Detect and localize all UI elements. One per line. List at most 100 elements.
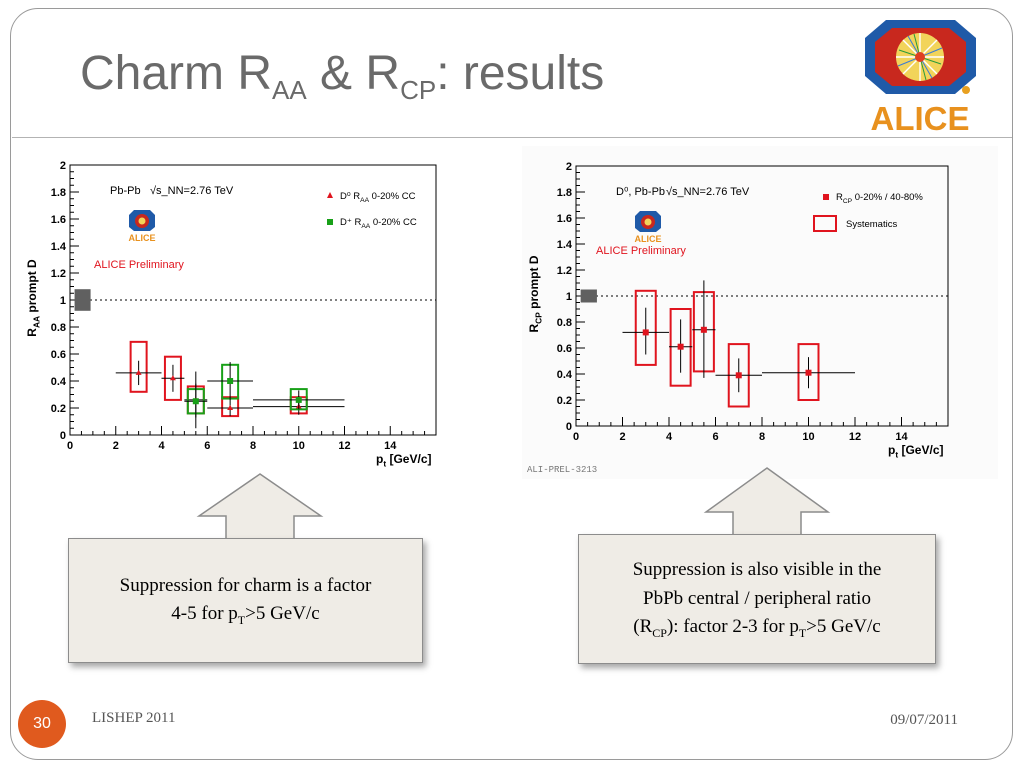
point-marker <box>169 375 176 381</box>
y-tick-label: 1.6 <box>51 214 66 226</box>
data-point-s2-1 <box>184 371 208 429</box>
y-tick-label: 2 <box>60 160 66 172</box>
rcp-plot-canvas: 0 0.2 0.4 0.6 0.8 1 1.2 1.4 1.6 1.8 2 0 2 4 6 8 10 12 14 RC… <box>527 161 949 460</box>
x-tick-label: 2 <box>113 440 119 452</box>
normalization-box <box>74 289 91 311</box>
mini-alice-logo-text: ALICE <box>635 234 662 244</box>
x-tick-label: 0 <box>573 431 579 443</box>
point-marker <box>295 396 302 403</box>
raa-plot-canvas: 0 0.2 0.4 0.6 0.8 1 1.2 1.4 1.6 1.8 2 0 2 4 6 8 10 12 14 RA… <box>25 160 437 468</box>
y-tick-label: 0 <box>566 421 572 433</box>
x-axis-title: pt [GeV/c] <box>888 443 944 460</box>
point-marker <box>677 343 684 350</box>
y-axis-title: RAA prompt D <box>25 259 42 337</box>
y-tick-label: 0.2 <box>557 395 572 407</box>
systematic-box <box>669 308 692 387</box>
raa-plot: 0 0.2 0.4 0.6 0.8 1 1.2 1.4 1.6 1.8 2 0 2 4 6 8 10 12 14 RA… <box>20 150 460 468</box>
data-point-s1-4 <box>207 396 253 418</box>
arrow-up-left <box>196 473 324 541</box>
systematic-box <box>797 343 820 402</box>
alice-logo: ALICE <box>858 18 983 137</box>
point-marker <box>805 369 812 376</box>
y-tick-label: 0.4 <box>51 376 67 388</box>
x-tick-label: 4 <box>158 440 165 452</box>
y-tick-label: 0.6 <box>557 343 572 355</box>
x-tick-label: 2 <box>619 431 625 443</box>
alice-logo-text: ALICE <box>871 100 970 134</box>
x-tick-label: 0 <box>67 440 73 452</box>
data-point-s1-3 <box>692 280 716 378</box>
callout-raa: Suppression for charm is a factor 4-5 fo… <box>68 538 423 663</box>
x-tick-label: 8 <box>759 431 765 443</box>
figure-id: ALI-PREL-3213 <box>527 465 598 475</box>
point-marker <box>642 329 649 336</box>
slide-title: Charm RAA & RCP: results <box>80 47 605 105</box>
x-tick-label: 12 <box>338 440 350 452</box>
x-tick-label: 6 <box>204 440 210 452</box>
title-divider <box>12 137 1012 138</box>
data-point-s1-5 <box>762 343 855 402</box>
point-marker <box>192 398 199 405</box>
systematic-box <box>634 289 657 366</box>
legend-entry-1: RCP 0-20% / 40-80% <box>836 192 923 205</box>
preliminary-label: ALICE Preliminary <box>596 245 686 257</box>
y-tick-label: 0.6 <box>51 349 66 361</box>
normalization-box <box>580 289 597 303</box>
rcp-plot: 0 0.2 0.4 0.6 0.8 1 1.2 1.4 1.6 1.8 2 0 2 4 6 8 10 12 14 RC… <box>522 146 998 479</box>
data-point-s1-2 <box>161 355 185 401</box>
mini-alice-logo: ALICE <box>129 210 156 243</box>
legend-marker <box>327 192 333 198</box>
y-tick-label: 0 <box>60 430 66 442</box>
callout-rcp: Suppression is also visible in the PbPb … <box>578 534 936 664</box>
systematic-box <box>129 340 148 393</box>
x-tick-label: 12 <box>849 431 861 443</box>
y-tick-label: 1.2 <box>557 265 572 277</box>
y-tick-label: 1.6 <box>557 213 572 225</box>
mini-alice-logo-text: ALICE <box>129 233 156 243</box>
x-axis-title: pt [GeV/c] <box>376 452 432 468</box>
x-tick-label: 10 <box>802 431 814 443</box>
legend-systematics-label: Systematics <box>846 219 897 230</box>
y-tick-label: 1 <box>60 295 66 307</box>
x-tick-label: 14 <box>384 440 397 452</box>
point-marker <box>135 369 142 375</box>
callout-raa-line1: Suppression for charm is a factor <box>119 574 372 596</box>
energy-label: √s_NN=2.76 TeV <box>150 185 234 197</box>
data-point-s2-2 <box>207 362 253 400</box>
x-tick-label: 14 <box>895 431 908 443</box>
y-tick-label: 0.8 <box>51 322 66 334</box>
data-point-s1-4 <box>715 343 762 408</box>
y-tick-label: 2 <box>566 161 572 173</box>
collision-system-label: D⁰, Pb-Pb <box>616 186 665 198</box>
x-tick-label: 8 <box>250 440 256 452</box>
y-tick-label: 0.8 <box>557 317 572 329</box>
y-tick-label: 1.2 <box>51 268 66 280</box>
legend-marker <box>823 194 829 200</box>
callout-rcp-line3: (RCP): factor 2-3 for pT>5 GeV/c <box>633 616 881 640</box>
x-tick-label: 6 <box>712 431 718 443</box>
y-axis-title: RCP prompt D <box>527 255 544 332</box>
data-point-s1-1 <box>622 289 669 366</box>
slide-number: 30 <box>18 700 66 748</box>
footer-conference: LISHEP 2011 <box>92 710 176 726</box>
point-marker <box>227 405 234 410</box>
x-tick-label: 10 <box>293 440 305 452</box>
y-tick-label: 1.4 <box>51 241 67 253</box>
arrow-up-right <box>703 467 831 537</box>
y-tick-label: 1.8 <box>557 187 572 199</box>
y-tick-label: 1 <box>566 291 572 303</box>
callout-rcp-line2: PbPb central / peripheral ratio <box>643 587 871 609</box>
point-marker <box>700 326 707 333</box>
legend-entry-1: D⁰ RAA 0-20% CC <box>340 191 416 204</box>
y-tick-label: 1.4 <box>557 239 573 251</box>
point-marker <box>735 372 742 379</box>
footer-date: 09/07/2011 <box>890 712 958 728</box>
callout-raa-line2: 4-5 for pT>5 GeV/c <box>171 603 320 628</box>
y-tick-label: 1.8 <box>51 187 66 199</box>
data-point-s2-3 <box>253 388 345 411</box>
legend-entry-2: D⁺ RAA 0-20% CC <box>340 217 417 230</box>
collision-system-label: Pb-Pb <box>110 185 141 197</box>
mini-alice-logo: ALICE <box>635 211 662 244</box>
callout-rcp-line1: Suppression is also visible in the <box>632 559 882 581</box>
x-tick-label: 4 <box>666 431 673 443</box>
